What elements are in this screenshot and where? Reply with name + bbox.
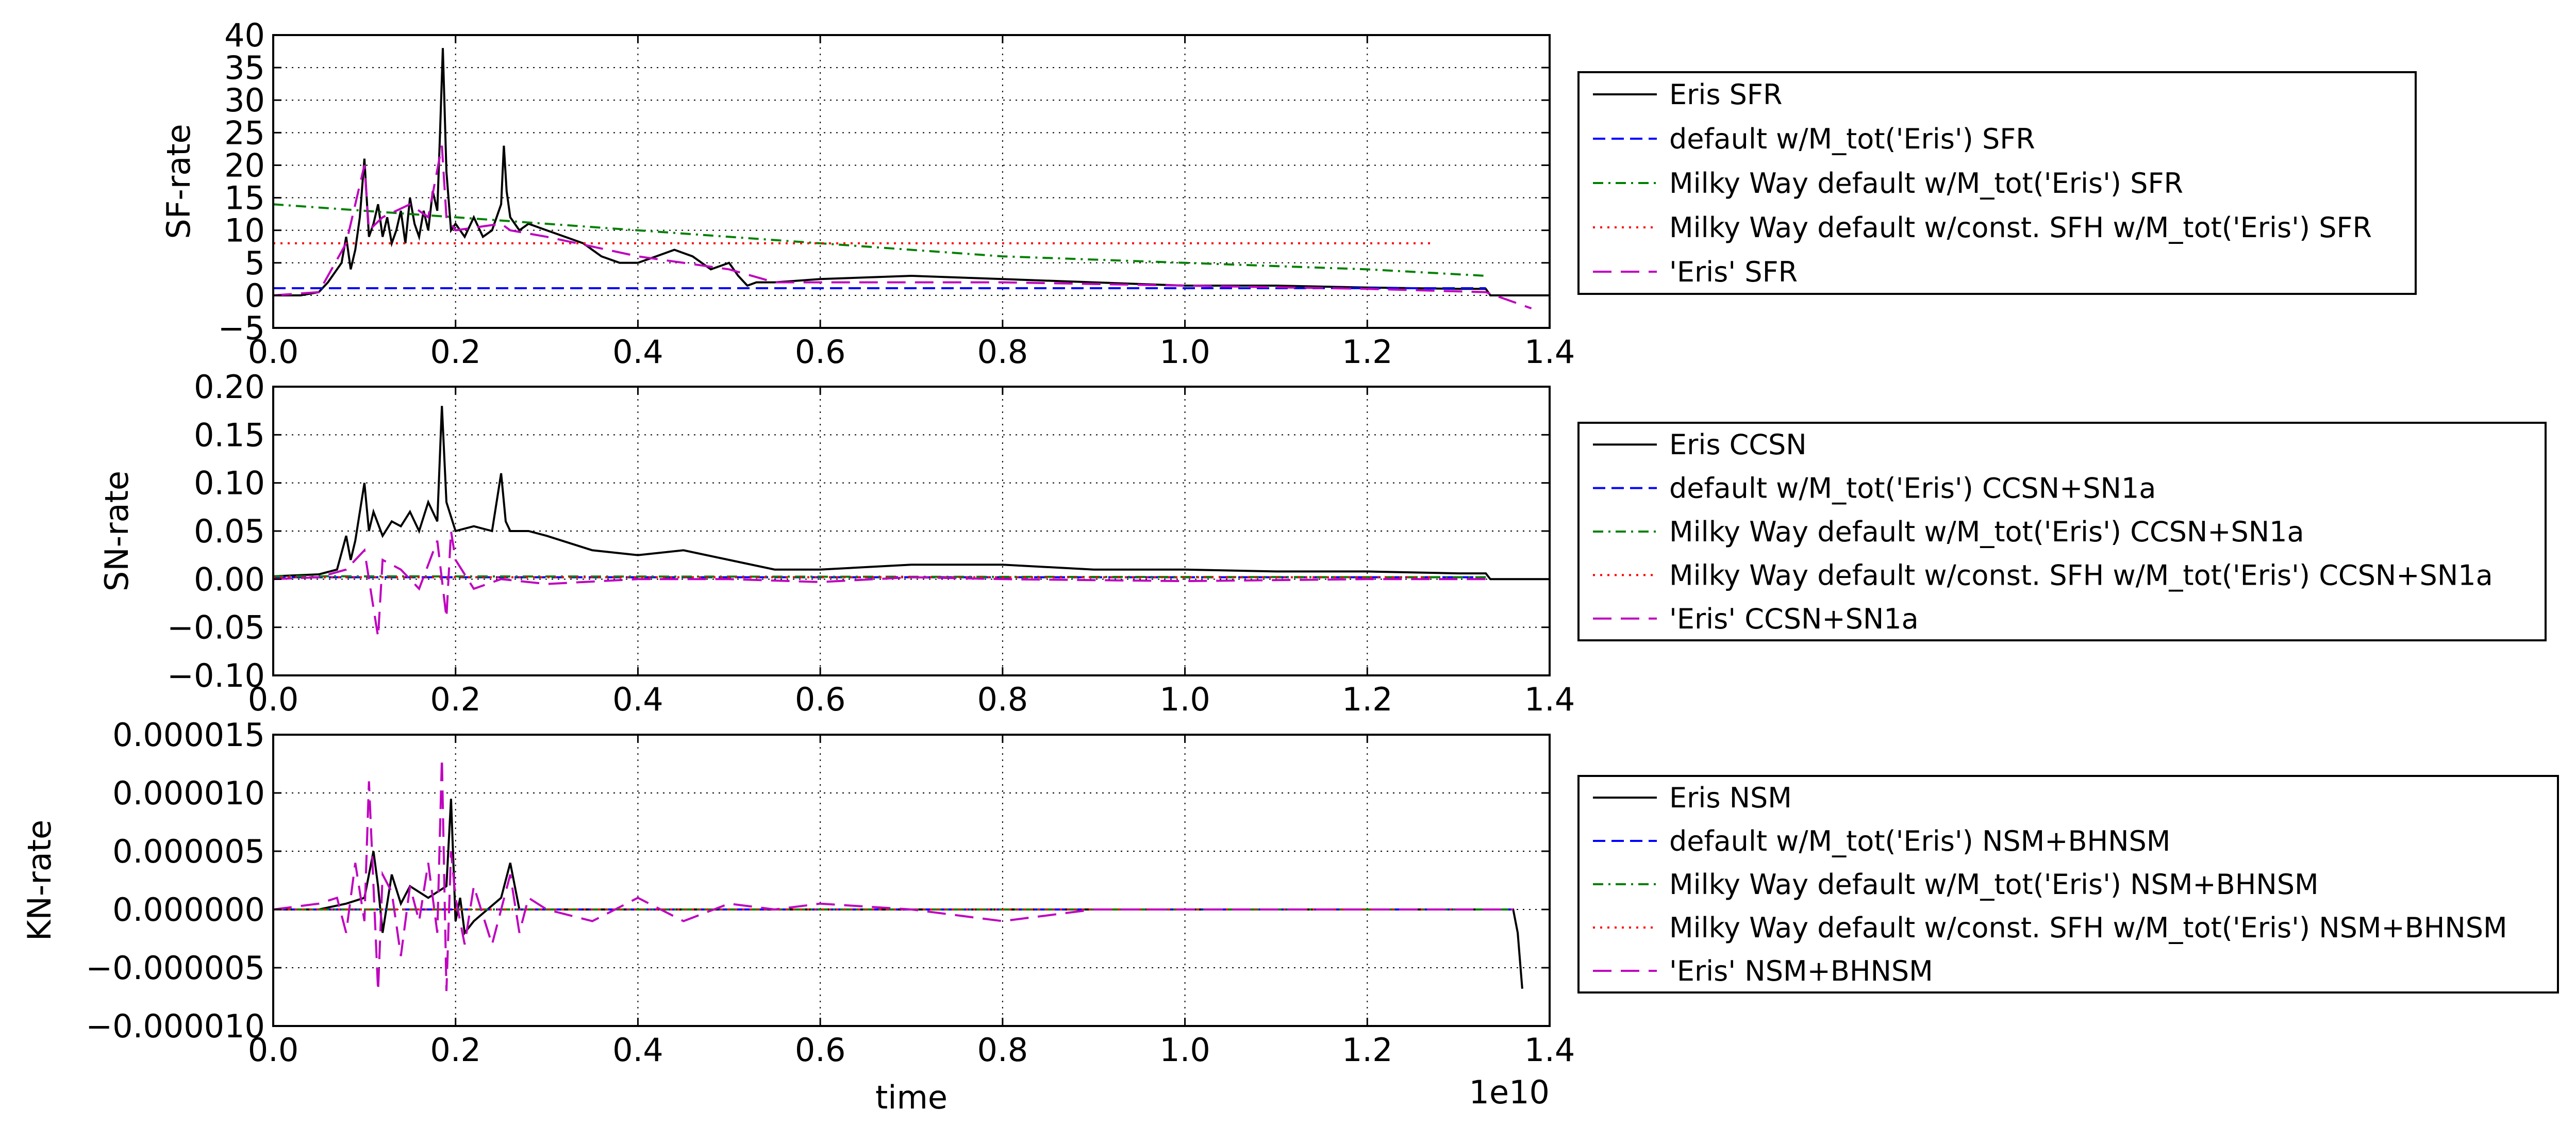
x-tick-label: 0.2 xyxy=(430,681,481,718)
x-tick-label: 0.0 xyxy=(248,681,299,718)
legend-label-4: Milky Way default w/const. SFH w/M_tot('… xyxy=(1669,211,2372,244)
legend-label-3: Milky Way default w/M_tot('Eris') CCSN+S… xyxy=(1669,516,2304,548)
x-tick-label: 1.4 xyxy=(1524,1031,1575,1069)
legend: Eris NSM default w/M_tot('Eris') NSM+BHNS… xyxy=(1577,775,2559,994)
y-axis-label: KN-rate xyxy=(21,820,58,941)
axes-frame xyxy=(272,734,1551,1027)
legend-label-1: Eris NSM xyxy=(1669,782,1792,814)
x-tick-label: 0.2 xyxy=(430,1031,481,1069)
x-tick-label: 1.2 xyxy=(1342,1031,1393,1069)
axes-frame xyxy=(272,34,1551,329)
y-axis-label: SF-rate xyxy=(160,124,197,239)
series-line-5 xyxy=(273,531,1486,637)
x-axis-label: time xyxy=(875,1079,948,1116)
legend-label-4: Milky Way default w/const. SFH w/M_tot('… xyxy=(1669,559,2493,591)
y-tick-label: 25 xyxy=(224,114,265,152)
x-tick-label: 0.0 xyxy=(248,1031,299,1069)
subplot-2: 0.0 0.2 0.4 0.6 0.8 1.0 1.2 1.4 −0.10 −0.05 0.00 0.… xyxy=(98,368,2547,718)
subplot-1: 0.0 0.2 0.4 0.6 0.8 1.0 1.2 1.4 −505101520253035… xyxy=(160,16,2417,371)
x-tick-label: 0.6 xyxy=(795,1031,846,1069)
x-offset-label: 1e10 xyxy=(1469,1073,1550,1111)
subplot-3: 0.0 0.2 0.4 0.6 0.8 1.0 1.2 1.4 −0.000010 −0.0000… xyxy=(21,716,2559,1116)
x-tick-label: 1.4 xyxy=(1524,681,1575,718)
legend-box xyxy=(1577,71,2417,295)
legend-label-2: default w/M_tot('Eris') SFR xyxy=(1669,123,2035,155)
x-tick-label: 1.0 xyxy=(1159,681,1210,718)
series-line-5 xyxy=(273,145,1532,309)
legend: Eris CCSN default w/M_tot('Eris') CCSN+SN… xyxy=(1577,422,2547,641)
series-line-5 xyxy=(273,758,1514,991)
y-tick-label: 0.000005 xyxy=(112,833,265,870)
legend-box xyxy=(1577,422,2547,641)
y-tick-label: 0.000015 xyxy=(112,716,265,754)
x-tick-label: 1.4 xyxy=(1524,333,1575,371)
y-tick-label: 0.20 xyxy=(194,368,265,406)
x-tick-label: 0.4 xyxy=(612,681,663,718)
x-tick-label: 0.6 xyxy=(795,333,846,371)
y-tick-label: −0.10 xyxy=(167,657,265,694)
x-tick-label: 0.2 xyxy=(430,333,481,371)
y-tick-label: 20 xyxy=(224,146,265,184)
y-tick-label: 0.15 xyxy=(194,416,265,454)
legend-label-2: default w/M_tot('Eris') CCSN+SN1a xyxy=(1669,472,2156,505)
series-line-1 xyxy=(273,799,1523,989)
series-line-1 xyxy=(273,48,1550,296)
x-tick-label: 0.8 xyxy=(977,681,1028,718)
y-tick-label: 0 xyxy=(245,277,265,315)
legend-label-5: 'Eris' SFR xyxy=(1669,256,1798,288)
y-tick-label: −0.000010 xyxy=(86,1007,265,1045)
x-tick-label: 0.4 xyxy=(612,333,663,371)
x-tick-label: 0.8 xyxy=(977,333,1028,371)
legend-label-3: Milky Way default w/M_tot('Eris') SFR xyxy=(1669,167,2183,200)
y-tick-label: 15 xyxy=(224,179,265,217)
legend: Eris SFR default w/M_tot('Eris') SFR Milky… xyxy=(1577,71,2417,295)
legend-label-1: Eris CCSN xyxy=(1669,428,1807,461)
y-tick-label: 10 xyxy=(224,212,265,250)
x-tick-label: 0.6 xyxy=(795,681,846,718)
y-tick-label: 0.00 xyxy=(194,560,265,598)
x-tick-label: 0.4 xyxy=(612,1031,663,1069)
y-tick-label: −0.05 xyxy=(167,609,265,647)
legend-label-5: 'Eris' CCSN+SN1a xyxy=(1669,603,1919,635)
legend-label-1: Eris SFR xyxy=(1669,78,1782,111)
legend-label-4: Milky Way default w/const. SFH w/M_tot('… xyxy=(1669,912,2507,944)
series-line-1 xyxy=(273,406,1550,581)
y-tick-label: 40 xyxy=(224,16,265,54)
y-tick-label: 35 xyxy=(224,49,265,87)
x-tick-label: 1.0 xyxy=(1159,333,1210,371)
legend-box xyxy=(1577,775,2559,994)
legend-label-3: Milky Way default w/M_tot('Eris') NSM+BH… xyxy=(1669,868,2319,901)
legend-label-2: default w/M_tot('Eris') NSM+BHNSM xyxy=(1669,825,2170,857)
x-tick-label: 0.8 xyxy=(977,1031,1028,1069)
y-tick-label: −5 xyxy=(218,309,265,347)
y-axis-label: SN-rate xyxy=(98,471,136,591)
y-tick-label: 0.000000 xyxy=(112,891,265,929)
x-tick-label: 1.0 xyxy=(1159,1031,1210,1069)
y-tick-label: 0.000010 xyxy=(112,774,265,812)
series-line-3 xyxy=(273,203,1486,277)
x-tick-label: 1.2 xyxy=(1342,333,1393,371)
y-tick-label: −0.000005 xyxy=(86,949,265,987)
legend-label-5: 'Eris' NSM+BHNSM xyxy=(1669,955,1933,987)
y-tick-label: 5 xyxy=(245,244,265,282)
y-tick-label: 0.10 xyxy=(194,465,265,502)
x-tick-label: 1.2 xyxy=(1342,681,1393,718)
y-tick-label: 30 xyxy=(224,81,265,119)
x-tick-label: 0.0 xyxy=(248,333,299,371)
y-tick-label: 0.05 xyxy=(194,512,265,550)
